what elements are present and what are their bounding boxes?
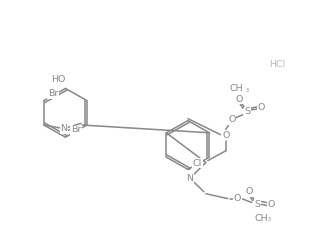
Text: HCl: HCl bbox=[269, 60, 286, 69]
Text: Cl: Cl bbox=[193, 159, 202, 168]
Text: O: O bbox=[268, 200, 275, 209]
Text: O: O bbox=[236, 95, 243, 104]
Text: HO: HO bbox=[51, 75, 65, 84]
Text: S: S bbox=[255, 200, 261, 209]
Text: O: O bbox=[222, 131, 230, 140]
Text: O: O bbox=[228, 115, 235, 124]
Text: O: O bbox=[246, 187, 253, 196]
Text: N: N bbox=[186, 174, 193, 183]
Text: $_3$: $_3$ bbox=[245, 86, 250, 95]
Text: CH: CH bbox=[229, 84, 243, 93]
Text: Br: Br bbox=[48, 89, 58, 98]
Text: O: O bbox=[234, 194, 241, 203]
Text: S: S bbox=[245, 107, 250, 116]
Text: $_3$: $_3$ bbox=[267, 216, 272, 224]
Text: CH: CH bbox=[255, 214, 268, 223]
Text: Br: Br bbox=[71, 125, 81, 134]
Text: O: O bbox=[258, 104, 265, 112]
Text: N: N bbox=[60, 124, 67, 133]
